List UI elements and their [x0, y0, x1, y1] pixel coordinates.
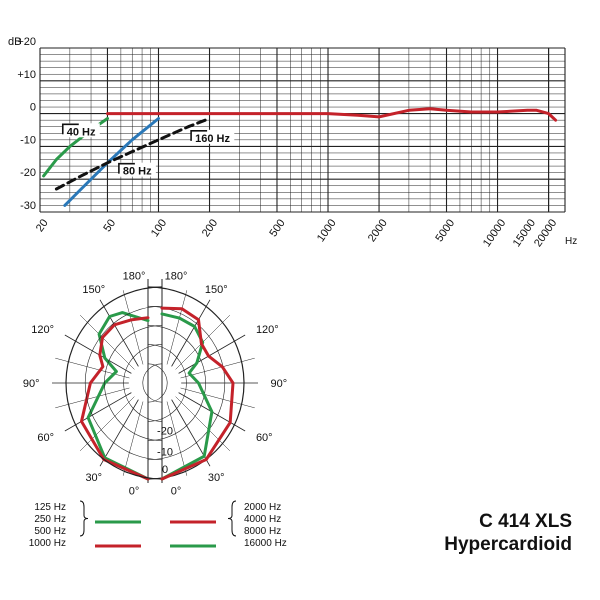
polar-r-tick-label: 0: [162, 464, 168, 476]
x-tick-label: 2000: [366, 217, 390, 244]
x-tick-label: 1000: [315, 217, 339, 244]
polar-spoke: [99, 299, 139, 367]
polar-spoke: [166, 401, 188, 476]
frequency-response-chart: +20 +10 0 -10 -20 -30 dB 20 50 100 200 500 1000 2000 5…: [8, 36, 577, 249]
legend-label: 125 Hz: [34, 502, 66, 513]
y-tick-label: -20: [20, 167, 36, 179]
polar-pattern-chart: 0° 30° 60° 90° 120° 150° 180° 0° 30° 60° 90° 120° 15…: [23, 270, 287, 498]
polar-series-red: [160, 306, 235, 481]
annotation-bg: [118, 162, 156, 177]
legend-label: 2000 Hz: [244, 502, 281, 513]
y-axis-label: dB: [8, 36, 21, 48]
annotation-marker: [61, 123, 79, 135]
annotation-label: 40 Hz: [67, 126, 96, 138]
polar-angle-label: 150°: [82, 284, 105, 296]
polar-spoke: [122, 290, 144, 365]
y-tick-label: +10: [17, 69, 36, 81]
polar-right-half: 0° 30° 60° 90° 120° 150° 180°: [65, 270, 287, 498]
y-tick-label: -10: [20, 134, 36, 146]
legend-brace: [79, 500, 89, 537]
polar-angle-label: 120°: [31, 324, 54, 336]
legend-label: 4000 Hz: [244, 514, 281, 525]
x-tick-label: 200: [200, 217, 220, 239]
polar-spoke: [79, 396, 135, 452]
polar-spoke: [79, 314, 135, 370]
polar-angle-label: 120°: [256, 324, 279, 336]
polar-angle-label: 30°: [208, 472, 225, 484]
polar-spoke: [180, 357, 255, 379]
polar-spoke: [166, 290, 188, 365]
polar-angle-label: 180°: [123, 270, 146, 282]
annotation-marker: [190, 130, 208, 141]
annotation-bg: [191, 129, 235, 144]
polar-r-tick-label: -10: [157, 447, 173, 459]
x-tick-label: 20: [34, 217, 51, 234]
legend-label: 500 Hz: [34, 526, 66, 537]
polar-spoke: [171, 299, 211, 367]
polar-angle-label: 90°: [270, 378, 287, 390]
polar-series-green: [160, 312, 214, 481]
x-axis-label: Hz: [565, 236, 577, 247]
polar-angle-label: 60°: [256, 432, 273, 444]
x-tick-label: 5000: [433, 217, 457, 244]
polar-spoke: [64, 334, 132, 374]
polar-angle-label: 60°: [37, 432, 54, 444]
model-title: C 414 XLS Hypercardioid: [392, 510, 572, 556]
annotation-label: 160 Hz: [195, 133, 230, 145]
polar-left-half: 0° 30° 60° 90° 120° 150° 180°: [23, 270, 245, 498]
pattern-name: Hypercardioid: [444, 534, 572, 555]
polar-r-tick-label: -20: [157, 426, 173, 438]
polar-ring: [65, 286, 163, 480]
y-tick-label: +20: [17, 36, 36, 48]
polar-angle-label: 180°: [165, 270, 188, 282]
polar-spoke: [175, 396, 231, 452]
x-tick-label: 10000: [481, 217, 508, 249]
polar-ring: [104, 325, 163, 441]
annotation-bg: [62, 123, 100, 138]
polar-ring: [142, 363, 163, 403]
polar-angle-label: 0°: [129, 486, 140, 498]
polar-spoke: [122, 401, 144, 476]
polar-angle-label: 150°: [205, 284, 228, 296]
polar-angle-label: 90°: [23, 378, 40, 390]
polar-ring: [123, 344, 163, 422]
frequency-series-red: [106, 107, 558, 122]
polar-spoke: [55, 387, 130, 409]
polar-ring: [84, 305, 163, 461]
y-tick-label: -30: [20, 200, 36, 212]
legend-label: 1000 Hz: [29, 538, 66, 549]
polar-spoke: [55, 357, 130, 379]
x-tick-label: 50: [101, 217, 118, 234]
x-tick-label: 500: [267, 217, 287, 239]
polar-series-red: [80, 316, 150, 481]
legend-label: 8000 Hz: [244, 526, 281, 537]
x-tick-label: 100: [149, 217, 169, 239]
legend-brace: [227, 500, 237, 537]
polar-spoke: [178, 334, 246, 374]
polar-angle-label: 30°: [85, 472, 102, 484]
frequency-series-black: [54, 117, 211, 191]
legend-label: 16000 Hz: [244, 538, 287, 549]
model-name: C 414 XLS: [479, 511, 572, 532]
polar-angle-label: 0°: [171, 486, 182, 498]
legend-label: 250 Hz: [34, 514, 66, 525]
y-tick-label: 0: [30, 102, 36, 114]
x-tick-label: 20000: [532, 217, 559, 249]
annotation-marker: [118, 162, 135, 174]
polar-spoke: [180, 387, 255, 409]
polar-ring: [147, 363, 168, 403]
polar-spoke: [99, 399, 139, 467]
polar-series-green: [86, 311, 150, 481]
annotation-label: 80 Hz: [123, 166, 152, 178]
